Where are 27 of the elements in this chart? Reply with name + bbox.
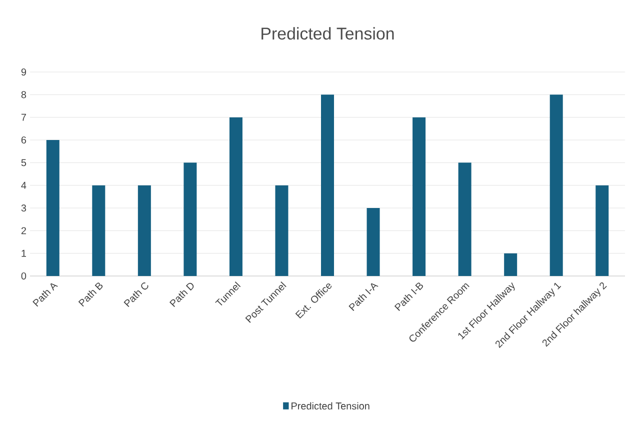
bar: [366, 208, 380, 276]
x-tick-label: Path B: [78, 282, 103, 307]
bar: [550, 94, 563, 276]
y-tick-label: 6: [21, 136, 26, 144]
bar: [504, 253, 518, 276]
bar: [184, 162, 197, 276]
y-tick-label: 4: [21, 182, 26, 189]
bar: [138, 185, 151, 276]
bar: [46, 140, 60, 276]
legend-label: Predicted Tension: [292, 402, 370, 410]
y-tick-label: 0: [21, 272, 26, 280]
chart-title: Predicted Tension: [262, 27, 394, 40]
bar: [412, 117, 426, 276]
y-tick-label: 1: [22, 250, 26, 257]
y-tick-label: 5: [21, 159, 26, 166]
y-tick-label: 3: [21, 204, 26, 212]
y-tick-label: 9: [21, 68, 26, 76]
x-tick-label: Path A: [32, 283, 58, 307]
bar: [596, 185, 609, 276]
bar: [275, 185, 288, 276]
y-tick-label: 8: [21, 91, 26, 98]
y-tick-label: 2: [21, 227, 26, 234]
bar: [229, 117, 242, 276]
y-tick-label: 7: [21, 114, 26, 121]
bar: [458, 162, 472, 276]
bar: [321, 94, 334, 276]
bar: [92, 185, 106, 276]
